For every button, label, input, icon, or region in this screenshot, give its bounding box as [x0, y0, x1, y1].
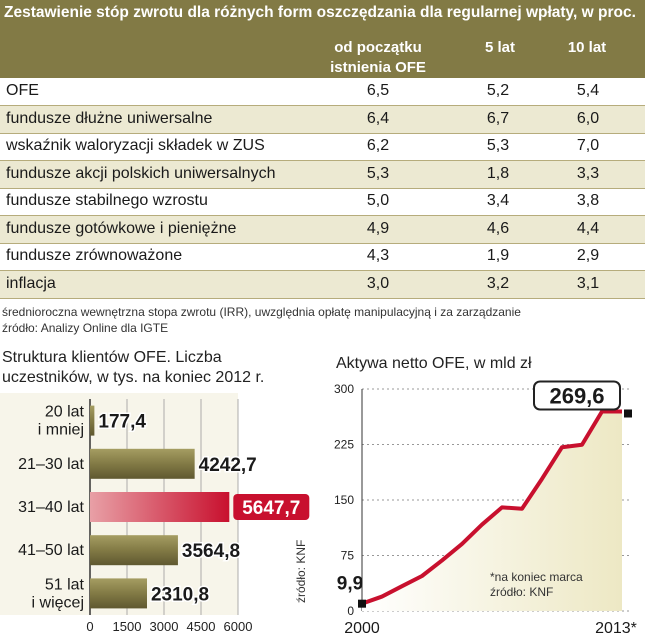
table-header: Zestawienie stóp zwrotu dla różnych form…	[0, 0, 645, 78]
area-fill	[362, 411, 622, 611]
y-tick-label: 225	[334, 438, 354, 452]
table-row: fundusze akcji polskich uniwersalnych 5,3…	[0, 160, 645, 189]
table-cell: 6,0	[576, 109, 600, 127]
table-cell: 1,8	[486, 164, 510, 182]
table-row: fundusze gotówkowe i pieniężne 4,9 4,6 4,4	[0, 215, 645, 244]
x-tick-label: 2013*	[595, 620, 637, 637]
y-tick-label: 300	[334, 382, 354, 396]
series-line	[361, 409, 622, 606]
first-value-label: 9,9	[337, 574, 363, 595]
assets-chart-title: Aktywa netto OFE, w mld zł	[336, 355, 532, 372]
table-cell: 6,4	[366, 109, 390, 127]
table-row: fundusze dłużne uniwersalne 6,4 6,7 6,0	[0, 105, 645, 134]
table-cell: 4,9	[366, 219, 390, 237]
table-cell: 4,3	[366, 247, 390, 264]
category-label: 51 lat	[45, 576, 85, 593]
category-label: 21–30 lat	[18, 456, 84, 473]
table-cell: 6,7	[486, 109, 510, 127]
last-value-label: 269,6	[549, 383, 604, 408]
category-label: i więcej	[32, 594, 84, 611]
row-label: fundusze zrównoważone	[6, 247, 183, 264]
table-cell: 3,1	[576, 274, 600, 292]
row-label: fundusze stabilnego wzrostu	[6, 192, 208, 209]
table-cell: 5,3	[366, 164, 390, 182]
table-cell: 3,2	[486, 274, 510, 292]
bar-value-label: 3564,8	[182, 541, 240, 562]
category-label: 31–40 lat	[18, 499, 84, 516]
table-source: źródło: Analizy Online dla IGTE	[2, 321, 169, 335]
bar	[90, 448, 195, 479]
table-row: fundusze stabilnego wzrostu 5,0 3,4 3,8	[0, 188, 645, 216]
y-tick-label: 150	[334, 493, 354, 507]
start-marker	[358, 599, 366, 608]
table-cell: 6,5	[366, 82, 390, 99]
table-cell: 5,0	[366, 192, 390, 209]
row-label: OFE	[6, 82, 39, 99]
table-cell: 3,8	[576, 192, 600, 209]
bar	[90, 535, 178, 566]
bar	[90, 405, 95, 436]
table-title: Zestawienie stóp zwrotu dla różnych form…	[4, 4, 636, 21]
table-cell: 5,4	[576, 82, 600, 99]
bar-value-label: 4242,7	[199, 455, 257, 476]
category-label: 20 lat	[45, 404, 85, 421]
bar	[90, 492, 230, 522]
table-cell: 3,3	[576, 164, 600, 182]
table-cell: 6,2	[366, 137, 390, 154]
x-tick-label: 0	[86, 619, 93, 634]
y-tick-label: 75	[341, 549, 355, 563]
x-tick-label: 6000	[224, 619, 253, 634]
table-note: średnioroczna wewnętrzna stopa zwrotu (I…	[2, 305, 521, 319]
table-cell: 5,2	[486, 82, 510, 99]
row-label: wskaźnik waloryzacji składek w ZUS	[6, 137, 265, 154]
last-value-box	[533, 380, 621, 411]
table-cell: 2,9	[576, 247, 600, 264]
end-marker	[624, 409, 632, 418]
x-tick-label: 3000	[150, 619, 179, 634]
highlight-label-box	[233, 494, 310, 520]
column-header-since-start: od początku istnienia OFE	[330, 39, 426, 76]
bar	[90, 578, 147, 609]
row-label: fundusze gotówkowe i pieniężne	[6, 219, 237, 237]
table-cell: 5,3	[486, 137, 510, 154]
table-cell: 3,0	[366, 274, 390, 292]
table-cell: 1,9	[486, 247, 510, 264]
bar-value-label: 5647,7	[242, 498, 300, 519]
clients-chart-title: Struktura klientów OFE. Liczba uczestnik…	[2, 349, 265, 386]
table-cell: 4,4	[576, 219, 600, 237]
assets-area-chart: 0 75 150 225 300 9,9 269,6 2000 2013* źródło: KNF…	[294, 380, 637, 637]
row-label: fundusze dłużne uniwersalne	[6, 109, 213, 127]
y-tick-label: 0	[347, 604, 354, 618]
category-label: i mniej	[38, 422, 84, 439]
column-header-10-years: 10 lat	[567, 39, 607, 56]
table-row: wskaźnik waloryzacji składek w ZUS 6,2 5,3…	[0, 133, 645, 161]
x-tick-label: 2000	[344, 620, 380, 637]
row-label: fundusze akcji polskich uniwersalnych	[6, 164, 276, 182]
table-cell: 3,4	[486, 192, 510, 209]
x-tick-label: 1500	[113, 619, 142, 634]
side-source-label: źródło: KNF	[294, 540, 308, 603]
column-header-5-years: 5 lat	[484, 39, 515, 56]
bar-value-label: 177,4	[98, 412, 146, 433]
x-tick-label: 4500	[187, 619, 216, 634]
table-row: OFE 6,5 5,2 5,4	[0, 78, 645, 106]
table-cell: 7,0	[576, 137, 600, 154]
footnote: *na koniec marca	[490, 570, 583, 584]
row-label: inflacja	[6, 274, 56, 292]
bar-value-label: 2310,8	[151, 584, 209, 605]
table-row: fundusze zrównoważone 4,3 1,9 2,9	[0, 243, 645, 271]
table-cell: 4,6	[486, 219, 510, 237]
table-row: inflacja 3,0 3,2 3,1	[0, 270, 645, 299]
chart-source: źródło: KNF	[490, 585, 553, 599]
category-label: 41–50 lat	[18, 542, 84, 559]
